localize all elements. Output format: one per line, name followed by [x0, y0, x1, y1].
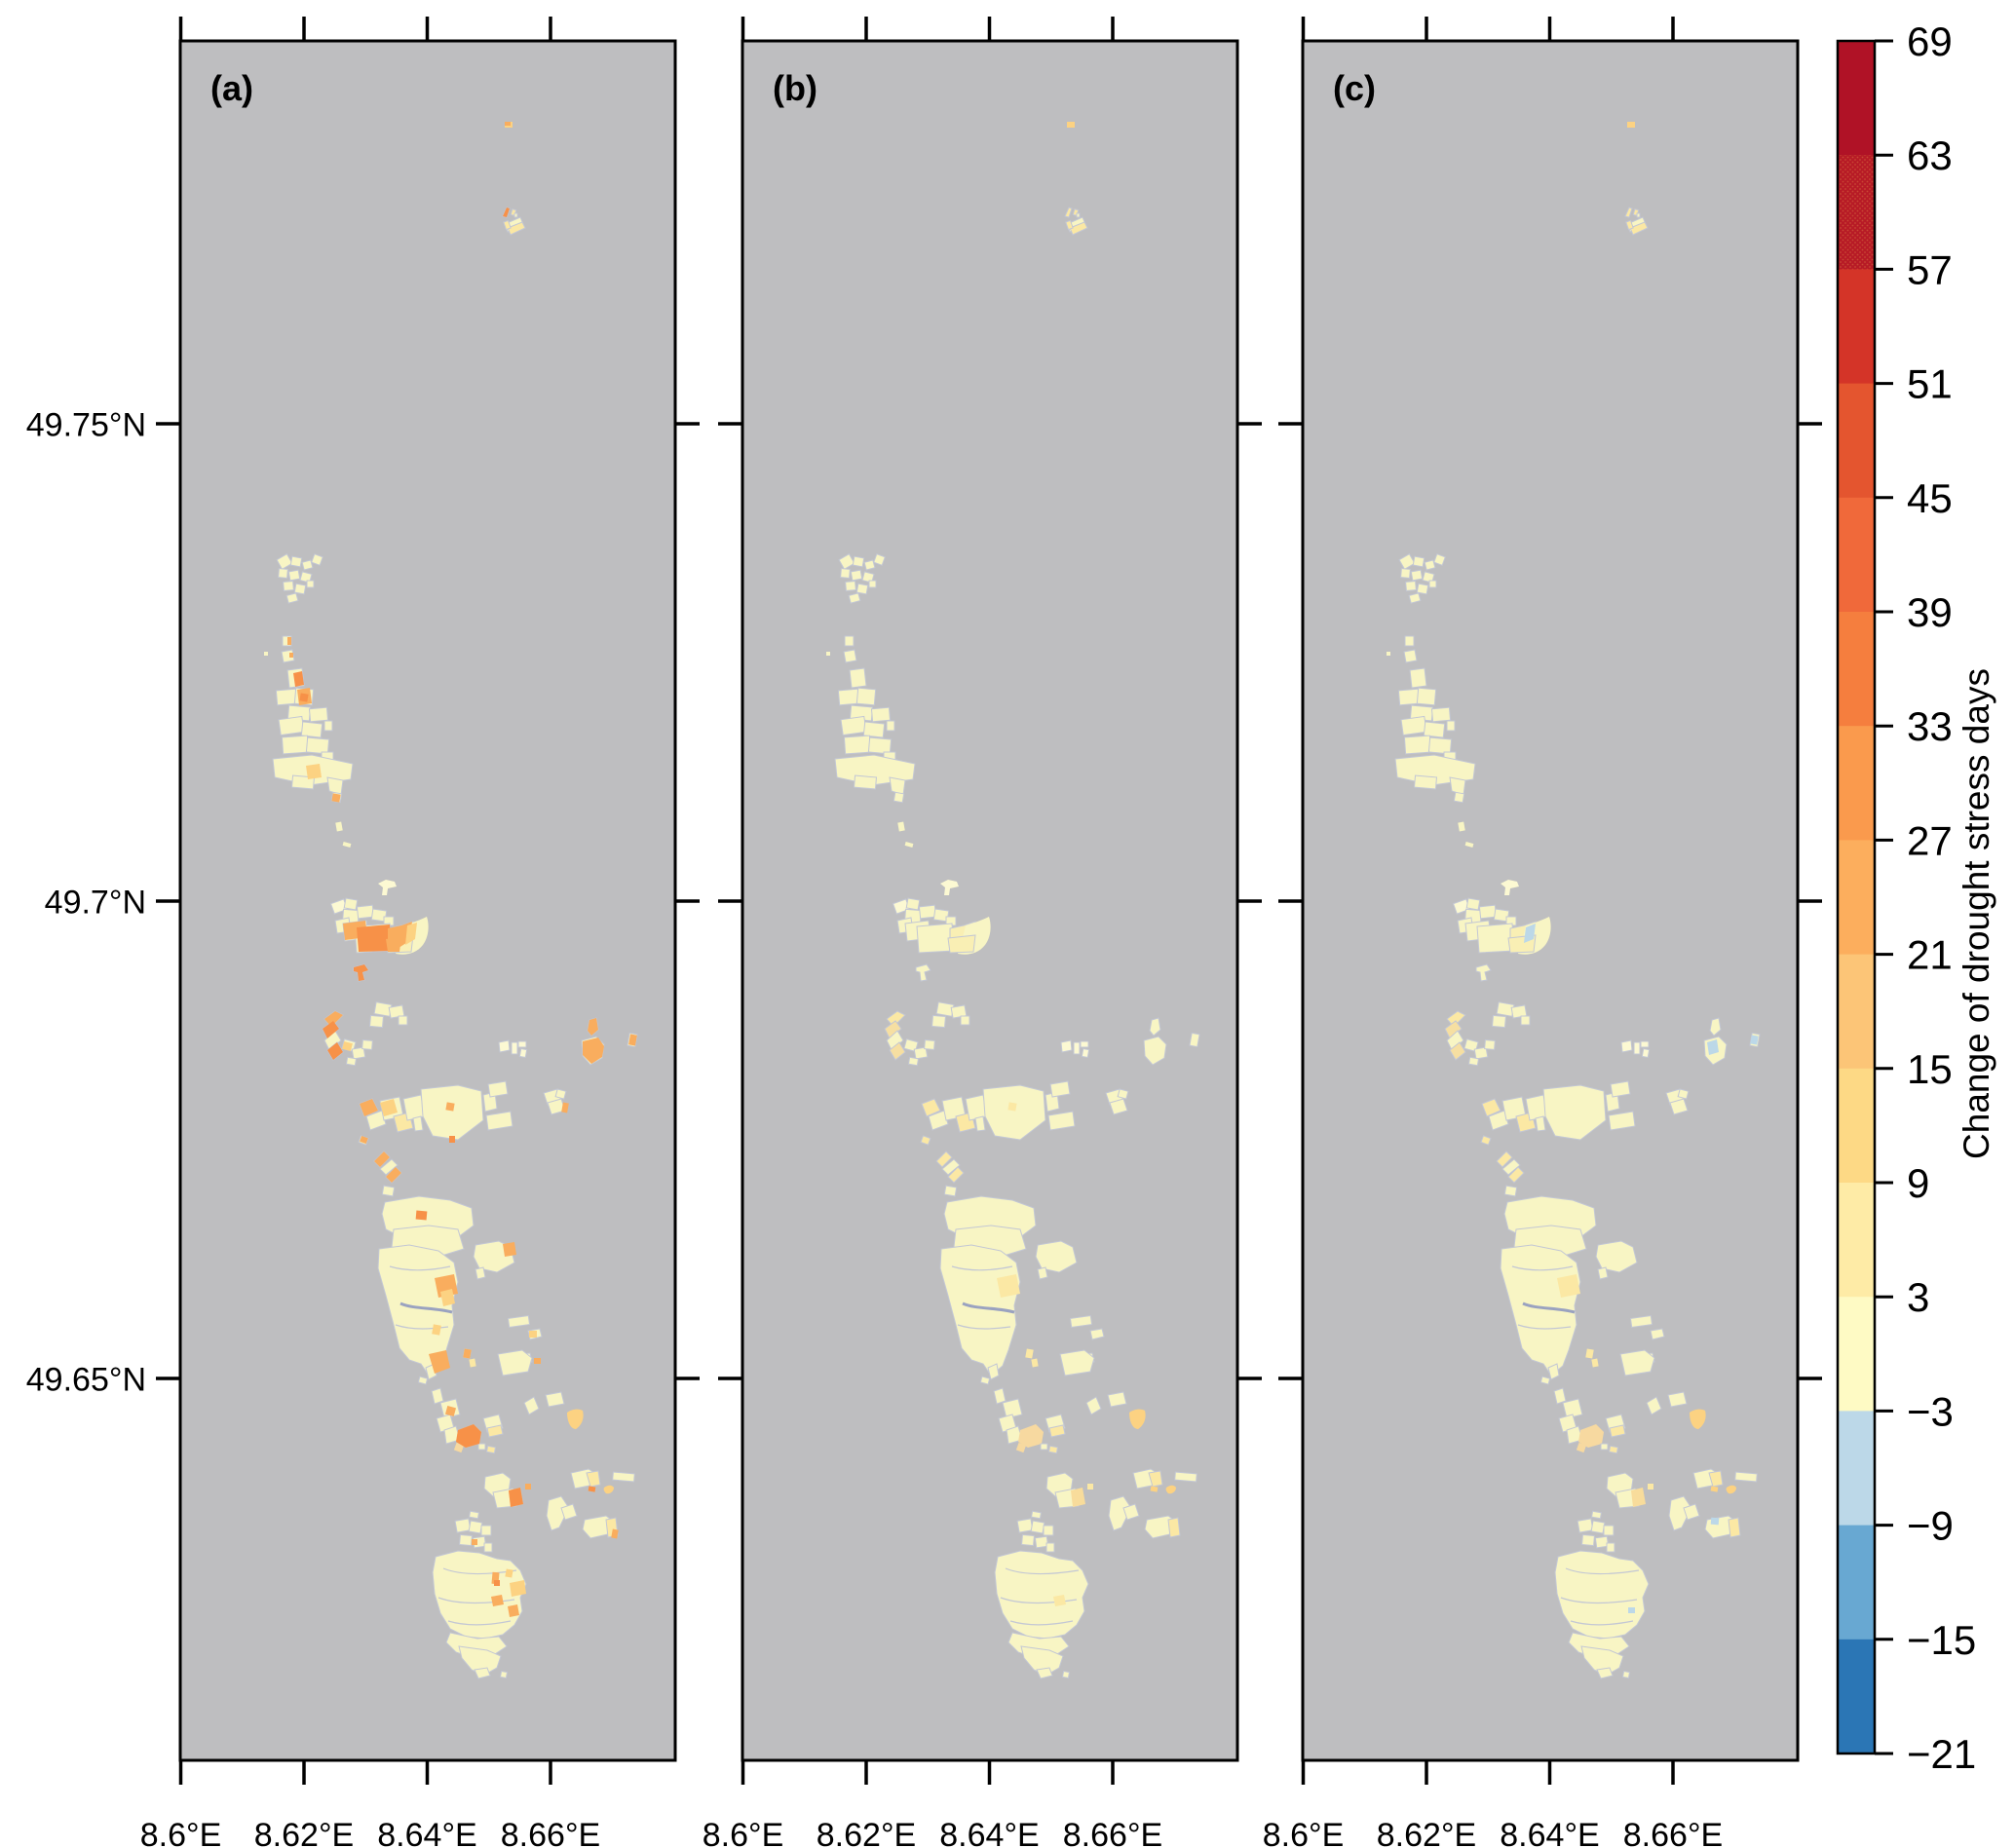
svg-text:8.62°E: 8.62°E [254, 1817, 354, 1848]
svg-text:−3: −3 [1907, 1388, 1954, 1434]
svg-text:8.66°E: 8.66°E [1623, 1817, 1723, 1848]
svg-text:8.6°E: 8.6°E [1263, 1817, 1345, 1848]
svg-text:9: 9 [1907, 1160, 1929, 1206]
svg-text:8.6°E: 8.6°E [140, 1817, 222, 1848]
svg-text:69: 69 [1907, 19, 1953, 64]
svg-text:(b): (b) [773, 68, 817, 108]
svg-text:45: 45 [1907, 475, 1953, 521]
svg-text:51: 51 [1907, 361, 1953, 407]
svg-text:8.6°E: 8.6°E [703, 1817, 784, 1848]
svg-text:8.66°E: 8.66°E [1063, 1817, 1162, 1848]
svg-text:39: 39 [1907, 589, 1953, 635]
svg-text:33: 33 [1907, 703, 1953, 749]
svg-text:8.64°E: 8.64°E [377, 1817, 476, 1848]
svg-text:(a): (a) [210, 68, 253, 108]
svg-text:3: 3 [1907, 1274, 1929, 1320]
svg-text:63: 63 [1907, 132, 1953, 178]
svg-text:8.62°E: 8.62°E [817, 1817, 916, 1848]
svg-text:49.65°N: 49.65°N [26, 1361, 146, 1398]
svg-text:27: 27 [1907, 817, 1953, 863]
svg-text:8.64°E: 8.64°E [1500, 1817, 1599, 1848]
svg-text:15: 15 [1907, 1046, 1953, 1092]
svg-text:−21: −21 [1907, 1731, 1976, 1777]
svg-text:Change of drought stress days: Change of drought stress days [1957, 668, 1996, 1159]
svg-text:57: 57 [1907, 246, 1953, 292]
svg-text:(c): (c) [1333, 68, 1376, 108]
svg-text:8.64°E: 8.64°E [939, 1817, 1039, 1848]
svg-text:−15: −15 [1907, 1617, 1976, 1663]
svg-text:49.7°N: 49.7°N [45, 884, 146, 921]
svg-text:8.62°E: 8.62°E [1377, 1817, 1476, 1848]
svg-text:21: 21 [1907, 932, 1953, 978]
svg-text:8.66°E: 8.66°E [501, 1817, 600, 1848]
svg-text:−9: −9 [1907, 1503, 1954, 1549]
svg-text:49.75°N: 49.75°N [26, 406, 146, 443]
